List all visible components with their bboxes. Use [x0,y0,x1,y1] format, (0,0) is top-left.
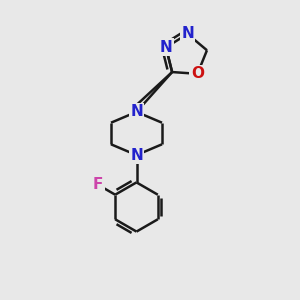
Text: F: F [93,178,104,193]
Text: O: O [191,66,204,81]
Text: N: N [130,148,143,163]
Text: N: N [181,26,194,41]
Text: N: N [130,104,143,119]
Text: N: N [160,40,172,55]
